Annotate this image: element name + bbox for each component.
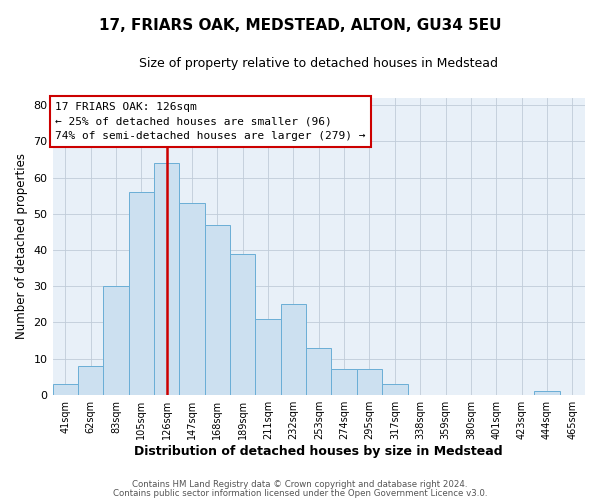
Bar xyxy=(128,192,154,394)
Bar xyxy=(382,384,407,394)
Bar xyxy=(281,304,306,394)
Bar xyxy=(179,203,205,394)
Bar xyxy=(534,391,560,394)
Bar xyxy=(357,370,382,394)
Bar xyxy=(306,348,331,395)
X-axis label: Distribution of detached houses by size in Medstead: Distribution of detached houses by size … xyxy=(134,444,503,458)
Bar xyxy=(154,163,179,394)
Bar xyxy=(205,224,230,394)
Bar xyxy=(78,366,103,394)
Text: 17, FRIARS OAK, MEDSTEAD, ALTON, GU34 5EU: 17, FRIARS OAK, MEDSTEAD, ALTON, GU34 5E… xyxy=(99,18,501,32)
Title: Size of property relative to detached houses in Medstead: Size of property relative to detached ho… xyxy=(139,58,498,70)
Bar xyxy=(53,384,78,394)
Bar xyxy=(103,286,128,395)
Text: Contains public sector information licensed under the Open Government Licence v3: Contains public sector information licen… xyxy=(113,490,487,498)
Text: Contains HM Land Registry data © Crown copyright and database right 2024.: Contains HM Land Registry data © Crown c… xyxy=(132,480,468,489)
Y-axis label: Number of detached properties: Number of detached properties xyxy=(15,154,28,340)
Bar xyxy=(256,318,281,394)
Text: 17 FRIARS OAK: 126sqm
← 25% of detached houses are smaller (96)
74% of semi-deta: 17 FRIARS OAK: 126sqm ← 25% of detached … xyxy=(55,102,365,141)
Bar xyxy=(331,370,357,394)
Bar xyxy=(230,254,256,394)
